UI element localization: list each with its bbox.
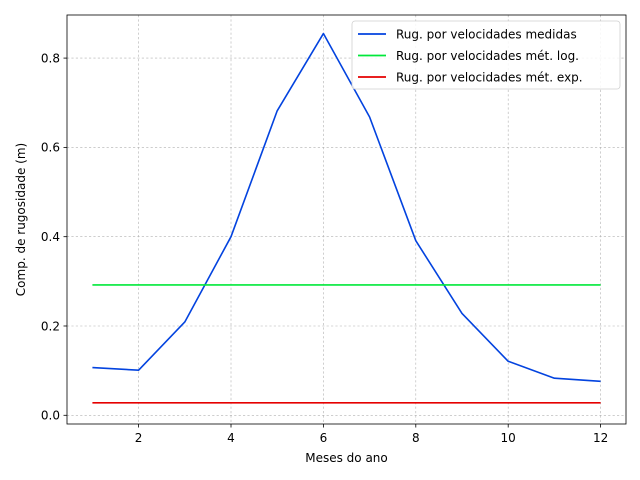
y-tick-label: 0.4 <box>41 230 60 244</box>
y-tick-label: 0.0 <box>41 409 60 423</box>
series-lines <box>92 32 601 404</box>
x-tick-label: 10 <box>501 431 516 445</box>
legend-label: Rug. por velocidades medidas <box>396 27 577 41</box>
y-tick-label: 0.6 <box>41 141 60 155</box>
y-tick-label: 0.8 <box>41 51 60 65</box>
x-tick-label: 12 <box>593 431 608 445</box>
x-tick-label: 8 <box>412 431 420 445</box>
legend-label: Rug. por velocidades mét. log. <box>396 49 579 63</box>
x-tick-label: 6 <box>320 431 328 445</box>
legend-label: Rug. por velocidades mét. exp. <box>396 70 583 84</box>
y-axis-label: Comp. de rugosidade (m) <box>14 143 28 296</box>
x-tick-label: 2 <box>135 431 143 445</box>
x-tick-label: 4 <box>227 431 235 445</box>
plot-area-frame <box>66 14 627 425</box>
series-line <box>92 32 601 383</box>
x-axis-label: Meses do ano <box>305 451 388 465</box>
y-tick-label: 0.2 <box>41 319 60 333</box>
legend-box <box>351 20 621 90</box>
legend: Rug. por velocidades medidas Rug. por vel… <box>351 20 621 90</box>
axis-ticks: 2 4 6 8 10 12 0.0 0.2 0.4 0.6 0.8 <box>41 51 608 445</box>
